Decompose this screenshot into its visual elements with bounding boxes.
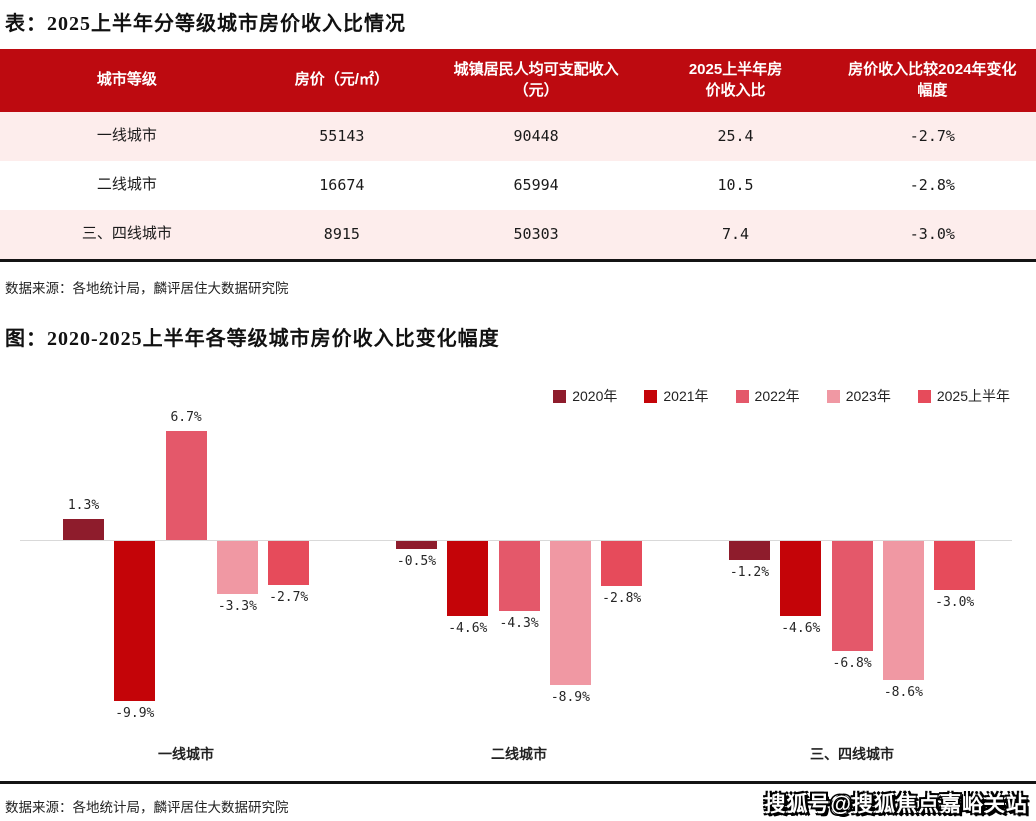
cell-tier: 二线城市 bbox=[96, 176, 157, 194]
col-header-house-price: 房价（元/㎡） bbox=[294, 71, 389, 89]
legend-swatch bbox=[826, 389, 840, 403]
table-row: 一线城市 55143 90448 25.4 -2.7% bbox=[0, 112, 1036, 161]
legend-label: 2025上半年 bbox=[936, 388, 1010, 404]
sohu-watermark: 搜狐号@搜狐焦点嘉峪关站 bbox=[764, 793, 1028, 816]
chart-legend: 2020年 2021年 2022年 2023年 2025上半年 bbox=[553, 386, 1010, 406]
chart-bar bbox=[63, 518, 104, 540]
price-income-table: 城市等级 房价（元/㎡） 城镇居民人均可支配收入（元） 2025上半年房价收入比… bbox=[0, 49, 1036, 259]
bar-value-label: -2.8% bbox=[602, 591, 642, 607]
table-row: 二线城市 16674 65994 10.5 -2.8% bbox=[0, 161, 1036, 210]
legend-swatch bbox=[917, 389, 931, 403]
bar-value-label: -8.6% bbox=[883, 685, 923, 701]
cell-ratio: 10.5 bbox=[717, 176, 754, 195]
bar-value-label: -3.3% bbox=[217, 599, 257, 615]
legend-label: 2020年 bbox=[572, 388, 618, 404]
chart-bar bbox=[729, 541, 770, 561]
table-header-row: 城市等级 房价（元/㎡） 城镇居民人均可支配收入（元） 2025上半年房价收入比… bbox=[0, 49, 1036, 112]
legend-swatch bbox=[553, 389, 567, 403]
cell-change: -2.8% bbox=[909, 176, 955, 195]
legend-swatch bbox=[644, 389, 658, 403]
bar-value-label: -0.5% bbox=[396, 554, 437, 570]
bottom-divider bbox=[0, 781, 1036, 784]
chart-bar bbox=[216, 541, 258, 595]
category-label: 一线城市 bbox=[158, 748, 214, 763]
chart-bar bbox=[447, 541, 489, 616]
chart-bar bbox=[396, 541, 437, 550]
bar-value-label: -6.8% bbox=[832, 656, 872, 672]
table-title: 表：2025上半年分等级城市房价收入比情况 bbox=[5, 13, 406, 35]
chart-bar bbox=[831, 541, 873, 652]
chart-bar bbox=[780, 541, 822, 616]
bar-value-label: -4.3% bbox=[499, 615, 539, 631]
cell-ratio: 7.4 bbox=[721, 225, 750, 244]
bar-value-label: 1.3% bbox=[67, 497, 100, 513]
chart-bar bbox=[882, 541, 924, 681]
chart-bar bbox=[165, 431, 207, 540]
cell-income: 50303 bbox=[513, 225, 559, 244]
table-source: 数据来源：各地统计局，麟评居住大数据研究院 bbox=[5, 281, 289, 296]
category-label: 三、四线城市 bbox=[810, 748, 894, 763]
legend-item: 2020年 bbox=[553, 386, 617, 406]
bar-value-label: -1.2% bbox=[729, 565, 770, 581]
chart-zero-line bbox=[20, 540, 1012, 541]
chart-bar bbox=[601, 541, 643, 587]
bar-value-label: -2.7% bbox=[269, 589, 309, 605]
legend-item: 2023年 bbox=[826, 386, 891, 406]
bar-value-label: 6.7% bbox=[170, 410, 202, 426]
chart-bar bbox=[934, 541, 976, 590]
col-header-ratio-2025h1: 2025上半年房价收入比 bbox=[688, 61, 783, 99]
cell-tier: 一线城市 bbox=[96, 127, 157, 145]
legend-swatch bbox=[735, 389, 749, 403]
cell-price: 16674 bbox=[319, 176, 365, 195]
chart-bar bbox=[114, 541, 156, 702]
bar-value-label: -9.9% bbox=[115, 706, 155, 722]
cell-ratio: 25.4 bbox=[717, 127, 754, 146]
bar-value-label: -3.0% bbox=[935, 594, 975, 610]
chart-bar bbox=[498, 541, 540, 611]
legend-item: 2021年 bbox=[644, 386, 709, 406]
cell-change: -3.0% bbox=[909, 225, 955, 244]
bar-value-label: -4.6% bbox=[448, 620, 488, 636]
cell-income: 90448 bbox=[513, 127, 559, 146]
category-label: 二线城市 bbox=[491, 748, 547, 763]
col-header-change-vs-2024: 房价收入比较2024年变化幅度 bbox=[848, 61, 1017, 99]
legend-item: 2022年 bbox=[735, 386, 800, 406]
col-header-disposable-income: 城镇居民人均可支配收入（元） bbox=[453, 61, 619, 99]
cell-price: 8915 bbox=[323, 225, 360, 244]
legend-label: 2021年 bbox=[663, 388, 709, 404]
cell-change: -2.7% bbox=[909, 127, 955, 146]
table-bottom-border bbox=[0, 259, 1036, 262]
bar-value-label: -8.9% bbox=[550, 690, 590, 706]
legend-label: 2022年 bbox=[754, 388, 800, 404]
cell-income: 65994 bbox=[513, 176, 559, 195]
bar-value-label: -4.6% bbox=[781, 620, 821, 636]
col-header-city-tier: 城市等级 bbox=[96, 71, 157, 89]
legend-item: 2025上半年 bbox=[917, 386, 1010, 406]
cell-tier: 三、四线城市 bbox=[81, 225, 172, 243]
chart-title: 图：2020-2025上半年各等级城市房价收入比变化幅度 bbox=[5, 328, 500, 350]
chart-bar bbox=[268, 541, 310, 585]
chart-plot: 2020年 2021年 2022年 2023年 2025上半年 1.3% -9.9% 6.7… bbox=[0, 380, 1036, 782]
chart-source: 数据来源：各地统计局，麟评居住大数据研究院 bbox=[5, 800, 289, 815]
chart-bar bbox=[549, 541, 591, 686]
legend-label: 2023年 bbox=[845, 388, 891, 404]
cell-price: 55143 bbox=[319, 127, 365, 146]
table-row: 三、四线城市 8915 50303 7.4 -3.0% bbox=[0, 210, 1036, 259]
